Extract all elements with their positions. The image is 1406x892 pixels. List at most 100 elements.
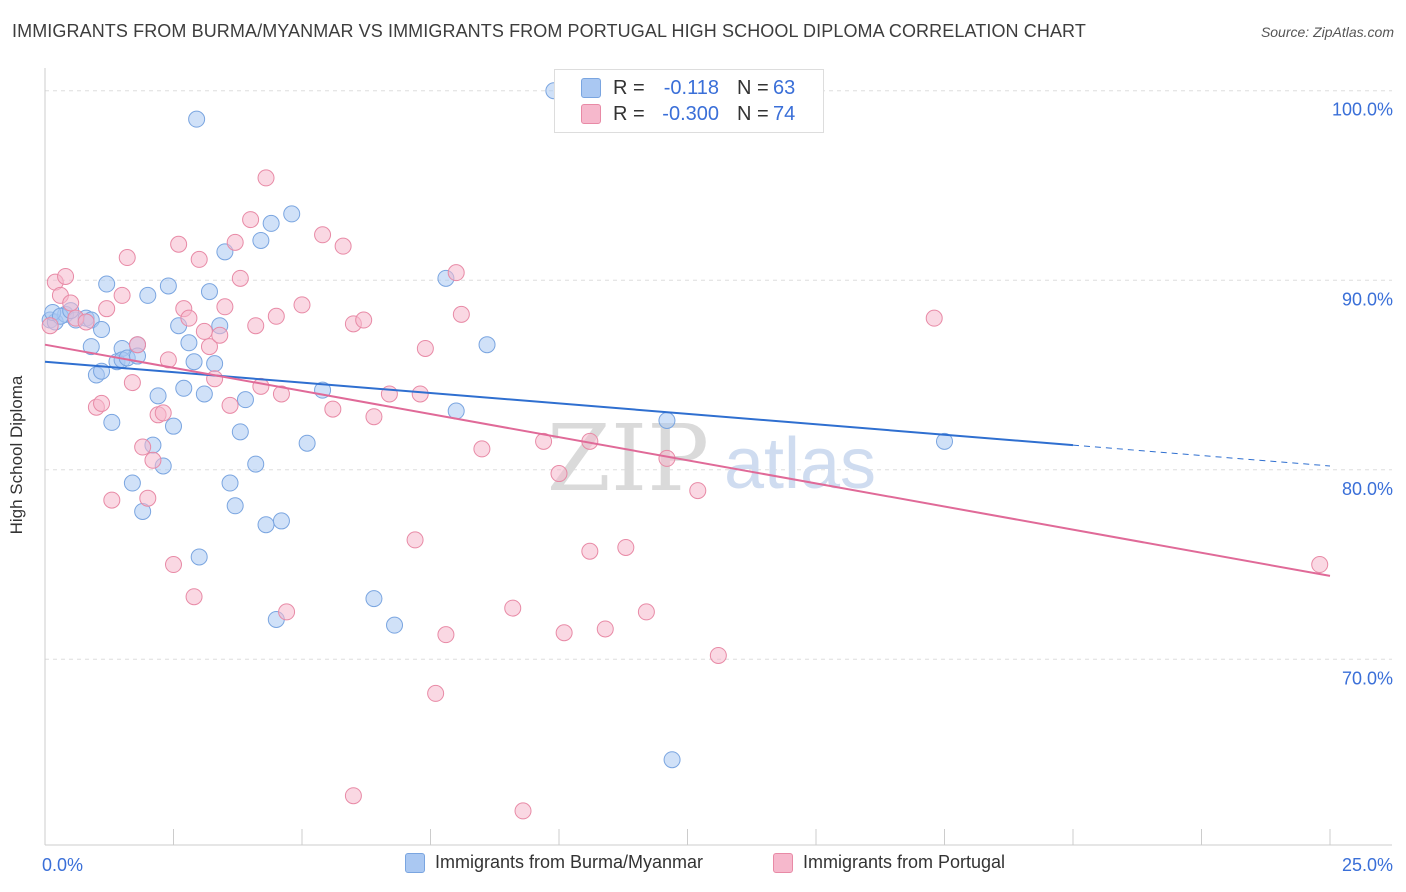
- point-portugal: [555, 624, 573, 642]
- point-burma: [159, 277, 177, 295]
- point-burma: [936, 432, 953, 450]
- point-portugal: [57, 267, 75, 285]
- point-portugal: [257, 169, 275, 187]
- point-portugal: [473, 440, 491, 458]
- point-portugal: [314, 226, 332, 244]
- point-burma: [149, 387, 167, 405]
- legend-item-burma[interactable]: Immigrants from Burma/Myanmar: [405, 852, 703, 873]
- watermark-atlas: atlas: [724, 424, 876, 504]
- point-burma: [200, 283, 218, 301]
- point-portugal: [185, 588, 203, 606]
- point-portugal: [452, 305, 470, 323]
- point-burma: [82, 338, 100, 356]
- point-burma: [478, 336, 496, 354]
- x-tick-label: 25.0%: [1342, 855, 1393, 875]
- trend-line-portugal: [44, 343, 1331, 577]
- point-portugal: [180, 309, 198, 327]
- point-portugal: [406, 531, 424, 549]
- point-portugal: [93, 394, 111, 412]
- legend-label-portugal: Immigrants from Portugal: [803, 852, 1006, 872]
- point-portugal: [144, 451, 162, 469]
- y-tick-label: 100.0%: [1332, 100, 1393, 120]
- stats-n-value: 74: [773, 102, 796, 125]
- point-burma: [206, 355, 224, 373]
- point-portugal: [334, 237, 352, 255]
- point-portugal: [267, 307, 285, 325]
- legend: Immigrants from Burma/Myanmar Immigrants…: [0, 852, 1406, 878]
- grid-lines: [45, 90, 1392, 660]
- stats-r-value: -0.118: [663, 76, 719, 99]
- point-burma: [447, 402, 465, 420]
- point-portugal: [427, 684, 445, 702]
- stats-n-value: 63: [773, 76, 796, 99]
- point-portugal: [617, 538, 635, 556]
- point-burma: [231, 423, 249, 441]
- point-burma: [257, 516, 275, 534]
- stats-swatch-portugal: [581, 104, 601, 124]
- point-portugal: [550, 465, 568, 483]
- point-portugal: [278, 603, 296, 621]
- point-portugal: [596, 620, 614, 638]
- stats-r-value: -0.300: [662, 102, 719, 125]
- point-portugal: [1311, 556, 1329, 574]
- point-portugal: [62, 294, 80, 312]
- stats-row-portugal: R = -0.300 N = 74: [555, 101, 823, 127]
- point-portugal: [252, 377, 270, 395]
- point-portugal: [925, 309, 943, 327]
- point-portugal: [324, 400, 342, 418]
- point-portugal: [134, 438, 152, 456]
- y-tick-label: 90.0%: [1342, 289, 1393, 309]
- point-burma: [175, 379, 193, 397]
- point-burma: [93, 321, 111, 339]
- tick-labels: 70.0% 80.0% 90.0% 100.0% 0.0% 25.0%: [42, 100, 1393, 875]
- legend-item-portugal[interactable]: Immigrants from Portugal: [773, 852, 1005, 873]
- point-burma: [190, 548, 208, 566]
- stats-box: R = -0.118 N = 63 R = -0.300 N = 74: [554, 69, 824, 133]
- point-portugal: [216, 298, 234, 316]
- stats-r-label: R =: [613, 102, 645, 125]
- point-portugal: [113, 286, 131, 304]
- watermark-zip: ZIP: [547, 405, 709, 512]
- point-burma: [365, 590, 383, 608]
- point-burma: [185, 353, 203, 371]
- trend-lines: [44, 343, 1331, 577]
- chart-title: IMMIGRANTS FROM BURMA/MYANMAR VS IMMIGRA…: [12, 21, 1086, 41]
- point-portugal: [272, 385, 290, 403]
- point-portugal: [535, 432, 553, 450]
- point-burma: [221, 474, 239, 492]
- point-portugal: [123, 374, 141, 392]
- point-portugal: [231, 269, 249, 287]
- point-portugal: [247, 317, 265, 335]
- stats-r-label: R =: [613, 76, 645, 99]
- legend-swatch-portugal: [773, 852, 793, 873]
- point-burma: [247, 455, 265, 473]
- y-axis-label: High School Diploma: [7, 375, 26, 535]
- point-burma: [252, 231, 270, 249]
- y-tick-label: 80.0%: [1342, 479, 1393, 499]
- point-burma: [298, 434, 316, 452]
- point-portugal: [689, 482, 707, 500]
- point-portugal: [118, 249, 136, 267]
- point-portugal: [190, 250, 208, 268]
- point-portugal: [437, 626, 455, 644]
- point-burma: [386, 616, 404, 634]
- point-portugal: [170, 235, 188, 253]
- y-tick-label: 70.0%: [1342, 668, 1393, 688]
- point-burma: [283, 205, 301, 223]
- point-portugal: [411, 385, 429, 403]
- point-burma: [139, 286, 157, 304]
- point-burma: [658, 411, 676, 429]
- point-portugal: [226, 233, 244, 251]
- point-portugal: [581, 542, 599, 560]
- legend-label-burma: Immigrants from Burma/Myanmar: [435, 852, 704, 872]
- point-portugal: [98, 300, 116, 318]
- point-portugal: [416, 339, 434, 357]
- legend-swatch-burma: [405, 852, 425, 873]
- point-portugal: [221, 396, 239, 414]
- point-burma: [188, 110, 206, 128]
- point-portugal: [447, 264, 465, 282]
- point-burma: [226, 497, 244, 515]
- point-burma: [663, 751, 681, 769]
- point-portugal: [355, 311, 373, 329]
